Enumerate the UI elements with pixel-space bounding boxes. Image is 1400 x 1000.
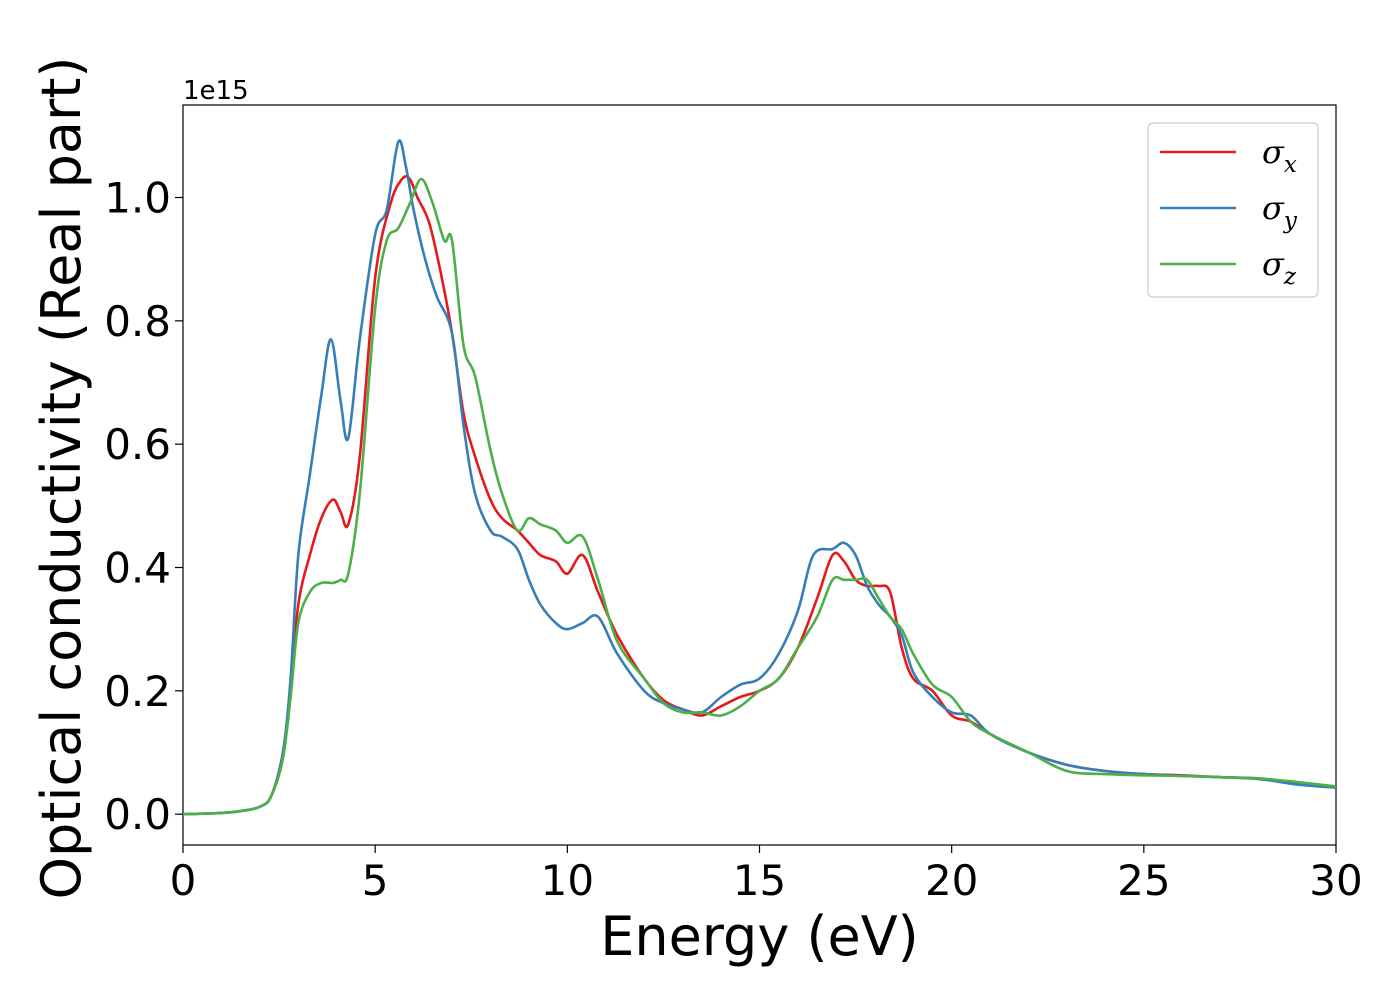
legend: σx σy σz <box>1147 122 1319 298</box>
legend-label: σx <box>1262 133 1297 178</box>
x-axis-label: Energy (eV) <box>600 905 919 968</box>
y-axis-offset-label: 1e15 <box>183 76 249 106</box>
y-tick-label: 0.0 <box>104 790 171 839</box>
series-line-x <box>183 175 1336 816</box>
series-line-y <box>183 139 1336 816</box>
x-tick-label: 5 <box>362 856 389 905</box>
legend-items: σx σy σz <box>1160 133 1298 290</box>
x-tick-label: 10 <box>541 856 594 905</box>
y-tick-label: 0.6 <box>104 420 171 469</box>
y-tick-label: 0.8 <box>104 297 171 346</box>
x-tick-label: 0 <box>170 856 197 905</box>
y-axis-ticks: 0.0 0.2 0.4 0.6 0.8 1.0 <box>104 174 183 839</box>
legend-item-y: σy <box>1160 189 1298 234</box>
y-tick-label: 0.2 <box>104 667 171 716</box>
x-tick-label: 25 <box>1117 856 1170 905</box>
legend-item-x: σx <box>1160 133 1297 178</box>
legend-label: σy <box>1262 189 1298 234</box>
y-axis-label: Optical conductivity (Real part) <box>30 57 93 900</box>
x-tick-label: 20 <box>925 856 978 905</box>
legend-label: σz <box>1262 245 1297 290</box>
y-tick-label: 0.4 <box>104 544 171 593</box>
y-tick-label: 1.0 <box>104 174 171 223</box>
series-group <box>183 139 1336 816</box>
x-tick-label: 15 <box>733 856 786 905</box>
x-axis-ticks: 0 5 10 15 20 25 30 <box>170 845 1363 905</box>
legend-box <box>1147 122 1319 298</box>
legend-item-z: σz <box>1160 245 1297 290</box>
x-tick-label: 30 <box>1309 856 1362 905</box>
series-line-z <box>183 177 1336 816</box>
